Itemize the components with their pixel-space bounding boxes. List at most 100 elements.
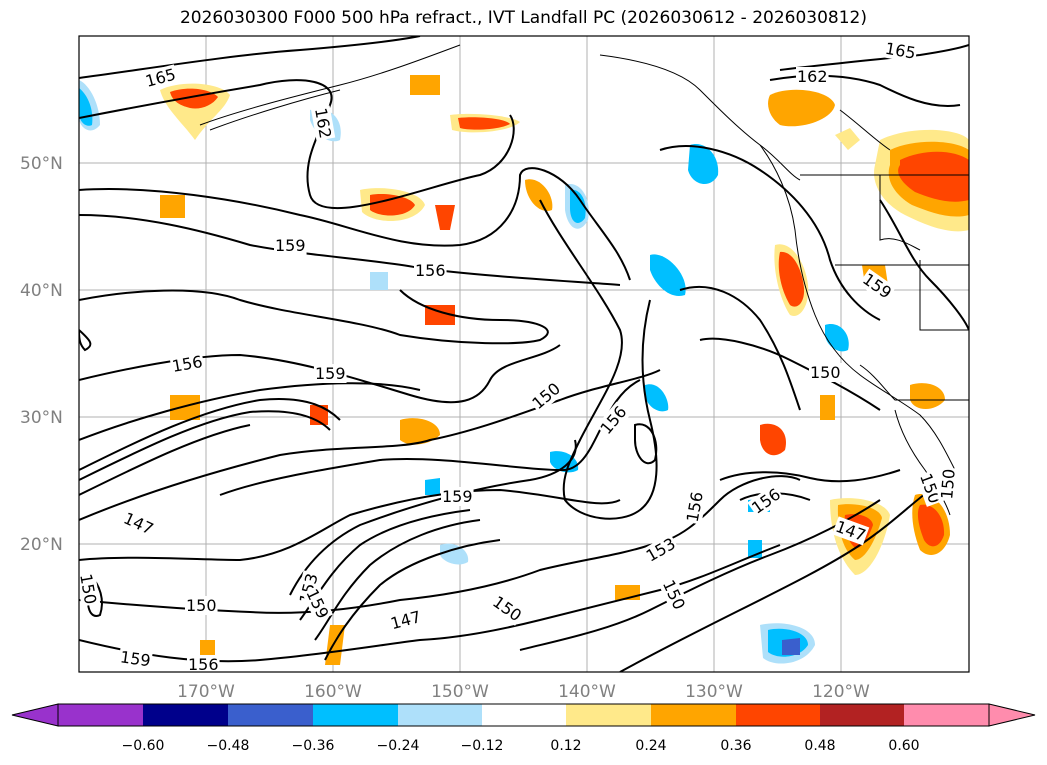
lon-tick-label: 140°W xyxy=(558,682,616,702)
longitude-ticks: 170°W 160°W 150°W 140°W 130°W 120°W xyxy=(177,682,870,702)
colorbar-tick-label: 0.24 xyxy=(635,738,666,754)
map-title: 2026030300 F000 500 hPa refract., IVT La… xyxy=(179,8,867,28)
coastline xyxy=(599,54,801,181)
ivt-shade-negative xyxy=(645,384,669,412)
map-plot-area xyxy=(79,36,969,672)
ivt-shade-negative xyxy=(425,478,440,495)
contour-line xyxy=(314,519,481,641)
coastline xyxy=(839,109,891,151)
ivt-shade-positive xyxy=(435,205,455,230)
contour-label-bg xyxy=(937,467,959,502)
contour-label-bg xyxy=(274,236,307,255)
contour-label-bg xyxy=(314,364,347,383)
contour-label-bg xyxy=(747,483,785,519)
contour-label-bg xyxy=(75,571,101,607)
coastline xyxy=(879,175,921,251)
contour-label-bg xyxy=(488,591,526,626)
contour-label-bg xyxy=(310,105,336,141)
contour-label: 159 xyxy=(442,487,473,506)
contour-label: 156 xyxy=(415,261,446,280)
colorbar-tick-label: −0.48 xyxy=(207,738,250,754)
contour-labels: 165 162 165 162 159 156 159 156 159 150 … xyxy=(75,38,959,674)
colorbar-tick-label: 0.36 xyxy=(720,738,751,754)
ivt-shade-positive xyxy=(898,151,969,202)
ivt-shade-positive xyxy=(200,640,215,655)
colorbar-segment xyxy=(228,704,313,726)
ivt-shade-positive xyxy=(917,504,945,547)
contour-label-bg xyxy=(682,489,707,525)
contour-label: 159 xyxy=(315,364,346,383)
contour-line xyxy=(79,410,331,481)
colorbar-segment xyxy=(313,704,398,726)
ivt-shade-negative xyxy=(650,254,686,296)
contour-label-bg xyxy=(641,533,680,567)
colorbar-segment xyxy=(566,704,651,726)
contour-label-bg xyxy=(387,606,424,634)
lat-tick-label: 30°N xyxy=(20,408,63,428)
ivt-shade-positive xyxy=(820,395,835,420)
colorbar-segment xyxy=(143,704,228,726)
contour-label-bg xyxy=(302,584,333,623)
lon-tick-label: 150°W xyxy=(431,682,489,702)
colorbar-extend-max xyxy=(988,703,1036,727)
lon-tick-label: 120°W xyxy=(812,682,870,702)
ivt-shade-negative xyxy=(688,144,719,185)
contour-label: 150 xyxy=(186,596,217,615)
contour-line xyxy=(79,167,631,281)
coastlines xyxy=(199,44,969,516)
contour-line xyxy=(79,369,661,521)
ivt-shade-positive xyxy=(370,194,415,216)
contour-line xyxy=(539,199,658,520)
colorbar-tick-label: −0.24 xyxy=(377,738,420,754)
lat-tick-label: 20°N xyxy=(20,535,63,555)
contour-line xyxy=(79,424,251,496)
contour-label-bg xyxy=(441,487,474,506)
lat-tick-label: 40°N xyxy=(20,281,63,301)
ivt-shade-positive xyxy=(760,423,786,456)
colorbar-tick-label: −0.36 xyxy=(292,738,335,754)
contour-line xyxy=(79,79,515,210)
contour-line xyxy=(79,214,621,286)
lat-tick-label: 50°N xyxy=(20,154,63,174)
ivt-shade-positive xyxy=(525,179,553,211)
contour-label: 162 xyxy=(797,67,828,86)
contour-label-bg xyxy=(119,508,158,540)
lon-tick-label: 170°W xyxy=(177,682,235,702)
contour-label-bg xyxy=(882,38,919,63)
ivt-shade-positive xyxy=(160,195,185,218)
colorbar: −0.60 −0.48 −0.36 −0.24 −0.12 0.12 0.24 … xyxy=(11,703,1036,754)
contour-label-bg xyxy=(117,647,153,671)
contour-label-bg xyxy=(796,67,829,86)
contour-line xyxy=(79,289,549,345)
contour-line xyxy=(519,499,881,651)
lon-tick-label: 130°W xyxy=(685,682,743,702)
contour-line xyxy=(324,539,501,661)
colorbar-tick-label: 0.60 xyxy=(888,738,919,754)
ivt-shade-positive xyxy=(170,395,200,420)
map-frame xyxy=(78,35,970,673)
coastline xyxy=(209,89,341,131)
contour-line xyxy=(79,398,341,471)
contour-label-bg xyxy=(595,401,632,439)
colorbar-segment xyxy=(398,704,482,726)
contour-label-bg xyxy=(858,268,896,304)
contour-label: 156 xyxy=(188,655,219,674)
colorbar-tick-label: −0.60 xyxy=(122,738,165,754)
ivt-shade-negative xyxy=(440,543,469,565)
contour-line xyxy=(719,469,901,483)
contour-line xyxy=(699,337,881,411)
ivt-shade-negative xyxy=(370,272,388,290)
contour-line xyxy=(79,488,621,562)
coastline xyxy=(919,260,969,331)
contour-label: 159 xyxy=(119,647,152,670)
colorbar-segment xyxy=(820,704,904,726)
colorbar-segment xyxy=(736,704,820,726)
ivt-shading xyxy=(79,75,969,665)
latitude-ticks: 50°N 40°N 30°N 20°N xyxy=(20,154,63,555)
colorbar-segment xyxy=(904,704,989,726)
colorbar-tick-label: 0.48 xyxy=(804,738,835,754)
contour-line xyxy=(879,199,969,331)
ivt-shade-negative xyxy=(782,638,800,655)
colorbar-tick-label: 0.12 xyxy=(550,738,581,754)
